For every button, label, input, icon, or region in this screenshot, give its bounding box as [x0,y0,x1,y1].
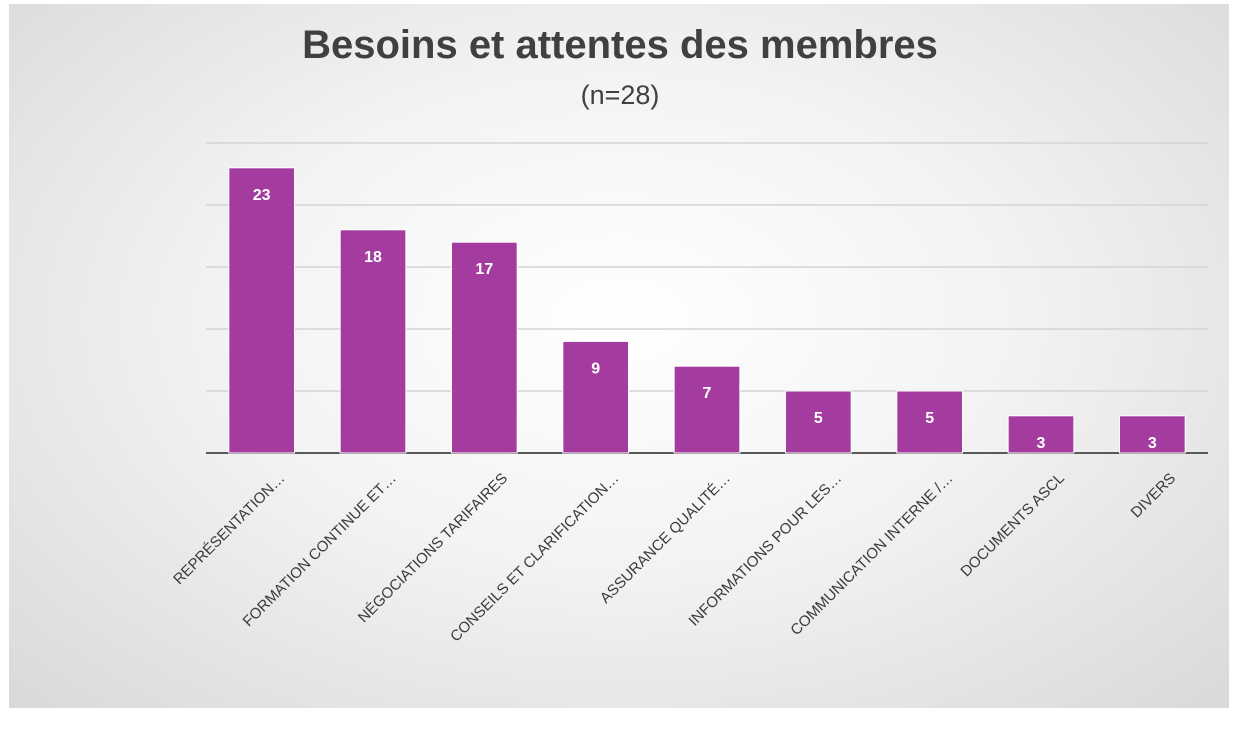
bars [228,167,1186,454]
chart-subtitle: (n=28) [581,80,660,110]
chart-title: Besoins et attentes des membres [302,23,938,67]
bar [339,229,407,454]
data-label: 5 [925,410,934,427]
data-label: 18 [364,249,382,266]
data-label: 9 [591,360,600,377]
data-label: 3 [1148,435,1157,452]
category-labels: REPRÉSENTATION…FORMATION CONTINUE ET…NÉG… [170,470,1179,645]
category-label: DIVERS [1128,470,1180,522]
data-label: 7 [703,385,712,402]
bar [1118,415,1186,454]
category-label: DOCUMENTS ASCL [957,470,1067,580]
category-label: REPRÉSENTATION… [170,470,288,588]
category-label: ASSURANCE QUALITÉ… [597,470,734,607]
bar [896,390,964,454]
data-label: 3 [1037,435,1046,452]
data-labels: 23 18 17 9 7 5 5 3 3 [253,187,1157,452]
bar [228,167,296,454]
bar [1007,415,1075,454]
bar [450,241,518,454]
data-label: 23 [253,187,271,204]
data-label: 5 [814,410,823,427]
bar [673,365,741,454]
bar [562,340,630,454]
bar [784,390,852,454]
data-label: 17 [475,261,493,278]
